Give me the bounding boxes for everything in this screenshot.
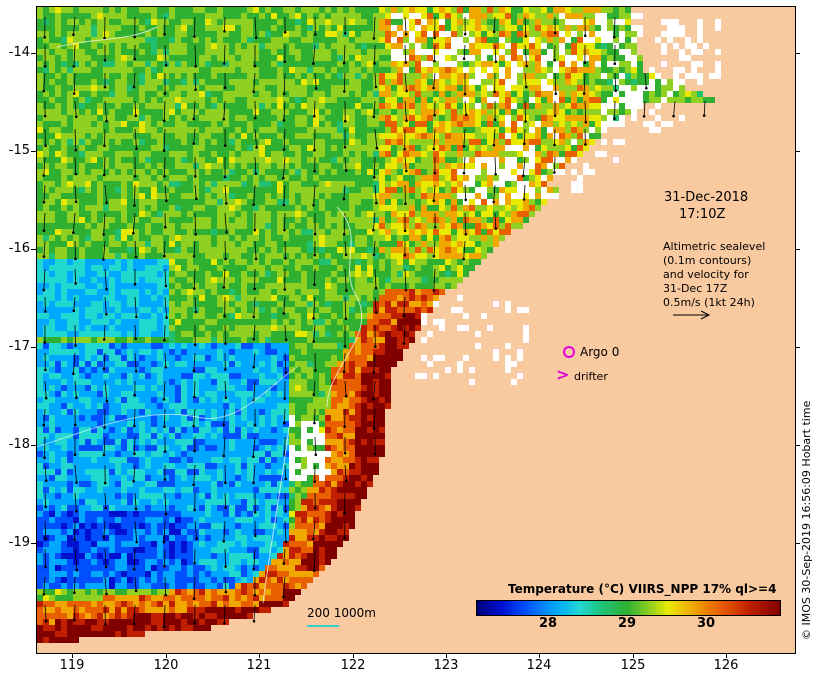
depth-scale-line bbox=[307, 625, 339, 627]
x-tick-label: 126 bbox=[713, 658, 739, 673]
credit-text: © IMOS 30-Sep-2019 16:56:09 Hobart time bbox=[800, 400, 813, 640]
y-tick-label: -15 bbox=[8, 143, 30, 158]
x-tick bbox=[726, 653, 727, 658]
y-tick-label: -19 bbox=[8, 535, 30, 550]
y-tick-label: -18 bbox=[8, 437, 30, 452]
time-label: 17:10Z bbox=[679, 207, 726, 222]
x-tick bbox=[539, 653, 540, 658]
x-tick-label: 123 bbox=[433, 658, 459, 673]
depth-scale-label: 200 1000m bbox=[307, 606, 376, 620]
cloud-mask-layer bbox=[289, 13, 721, 481]
y-tick bbox=[795, 249, 800, 250]
y-tick bbox=[795, 445, 800, 446]
contour-line bbox=[37, 366, 298, 448]
colorbar-tick-label: 29 bbox=[617, 616, 637, 631]
contour-line bbox=[326, 206, 363, 408]
velocity-arrows-layer bbox=[42, 16, 706, 628]
colorbar-tick-label: 28 bbox=[538, 616, 558, 631]
y-tick bbox=[795, 543, 800, 544]
temperature-colorbar bbox=[476, 600, 781, 616]
y-tick-label: -17 bbox=[8, 339, 30, 354]
legend-line: 31-Dec 17Z bbox=[663, 282, 728, 295]
sst-map bbox=[37, 7, 721, 643]
x-tick-label: 125 bbox=[620, 658, 646, 673]
y-tick bbox=[31, 543, 36, 544]
y-tick-label: -16 bbox=[8, 241, 30, 256]
y-tick bbox=[31, 53, 36, 54]
legend-line: (0.1m contours) bbox=[663, 254, 752, 267]
argo-marker-icon bbox=[563, 346, 575, 358]
y-tick-label: -14 bbox=[8, 45, 30, 60]
x-tick-label: 124 bbox=[526, 658, 552, 673]
colorbar-title: Temperature (°C) VIIRS_NPP 17% ql>=4 bbox=[508, 582, 777, 596]
y-tick bbox=[31, 249, 36, 250]
x-tick bbox=[72, 653, 73, 658]
x-tick-label: 121 bbox=[246, 658, 272, 673]
x-tick bbox=[353, 653, 354, 658]
legend-line: Altimetric sealevel bbox=[663, 240, 766, 253]
x-tick-label: 120 bbox=[153, 658, 179, 673]
colorbar-tick-label: 30 bbox=[696, 616, 716, 631]
x-tick bbox=[259, 653, 260, 658]
y-tick bbox=[31, 151, 36, 152]
drifter-marker-icon: > bbox=[556, 365, 570, 384]
sst-heatmap-layer bbox=[37, 7, 715, 643]
y-tick bbox=[795, 347, 800, 348]
y-tick bbox=[795, 151, 800, 152]
map-frame bbox=[36, 6, 796, 654]
legend-line: 0.5m/s (1kt 24h) bbox=[663, 296, 755, 309]
contour-line bbox=[56, 26, 158, 48]
x-tick bbox=[633, 653, 634, 658]
x-tick bbox=[446, 653, 447, 658]
x-tick-label: 119 bbox=[59, 658, 85, 673]
drifter-label: drifter bbox=[574, 370, 608, 383]
argo-label: Argo 0 bbox=[580, 345, 620, 359]
x-tick bbox=[166, 653, 167, 658]
vector-legend-arrow bbox=[673, 310, 711, 320]
x-tick-label: 122 bbox=[340, 658, 366, 673]
y-tick bbox=[795, 53, 800, 54]
y-tick bbox=[31, 347, 36, 348]
y-tick bbox=[31, 445, 36, 446]
legend-line: and velocity for bbox=[663, 268, 749, 281]
date-label: 31-Dec-2018 bbox=[664, 190, 749, 205]
contour-line bbox=[262, 426, 290, 604]
